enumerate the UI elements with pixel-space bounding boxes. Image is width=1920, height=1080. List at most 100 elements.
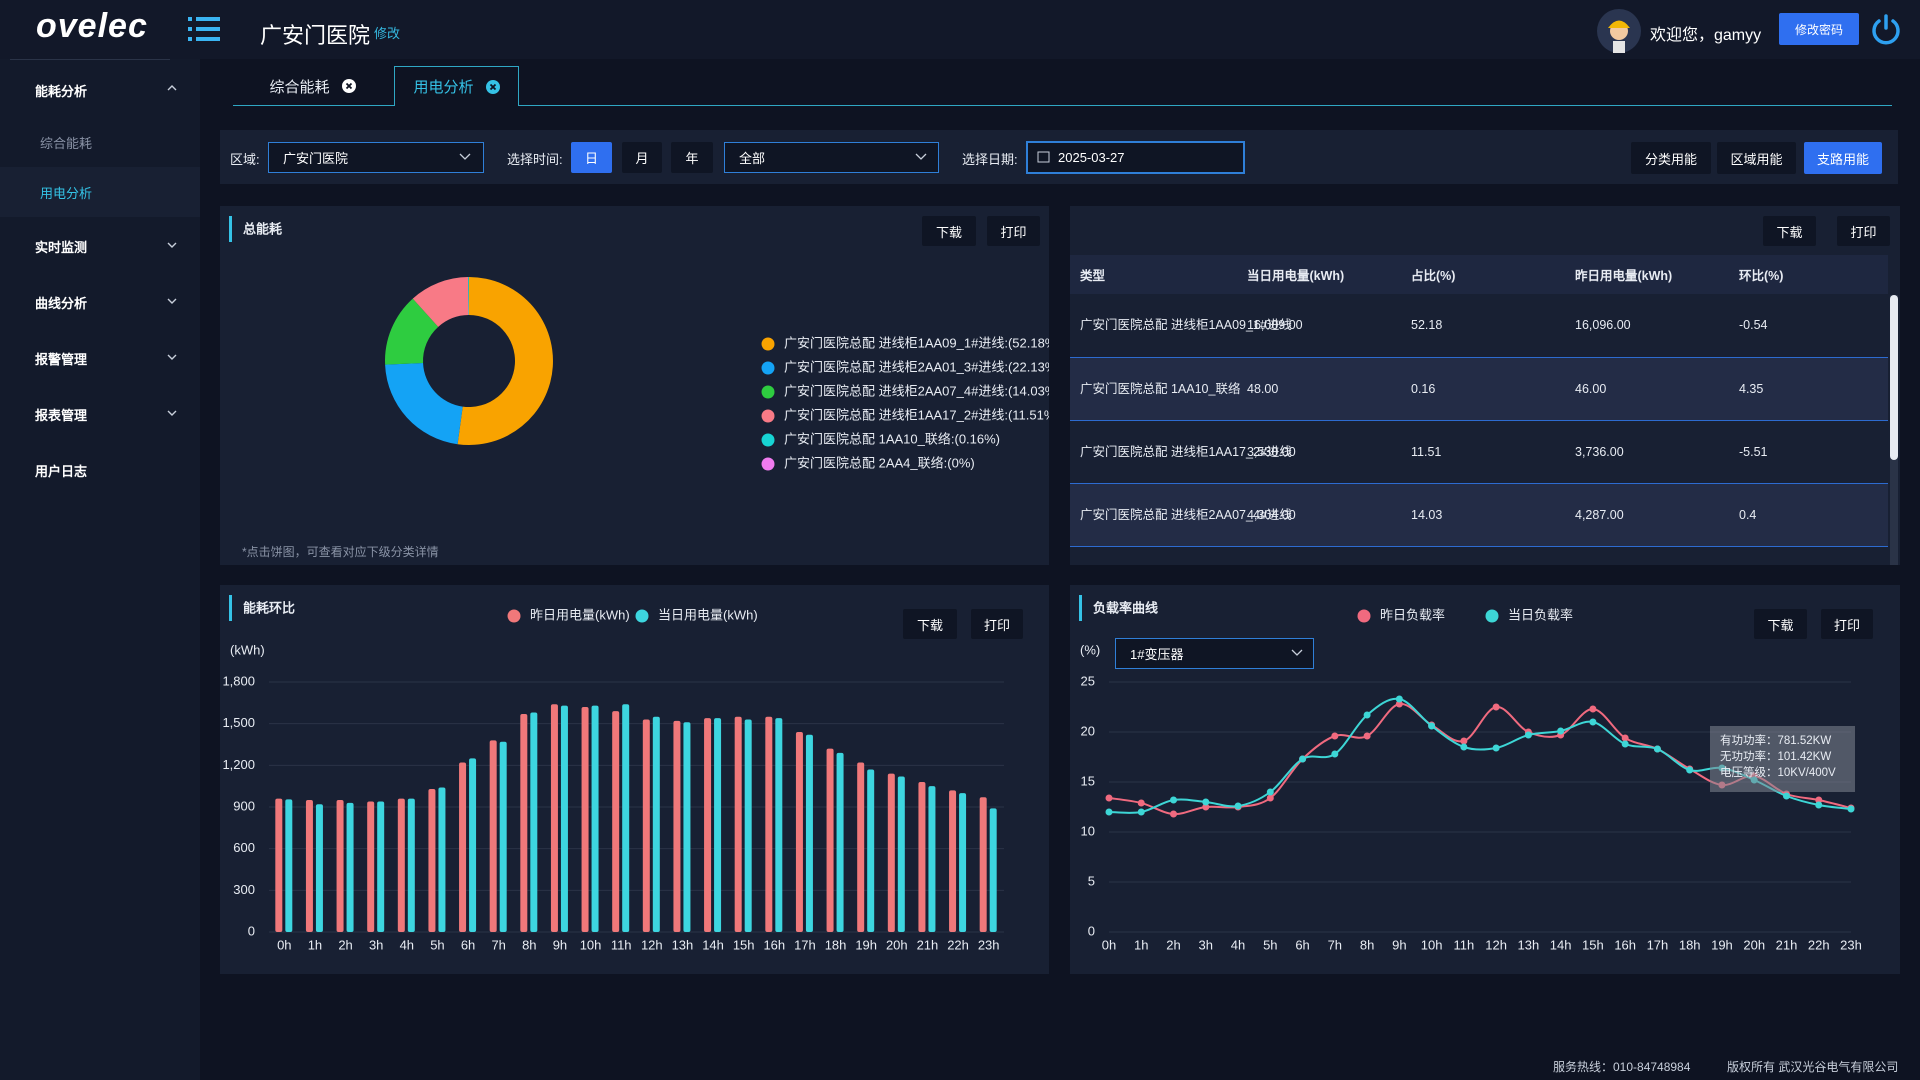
column-header: 当日用电量(kWh) xyxy=(1237,255,1401,294)
bar xyxy=(827,749,834,932)
data-point xyxy=(1138,800,1145,807)
tab-close[interactable] xyxy=(486,80,500,94)
menu-item[interactable]: 报表管理 xyxy=(35,405,87,424)
download-button[interactable]: 下载 xyxy=(922,216,976,246)
data-point xyxy=(1331,733,1338,740)
tooltip: 有功功率：781.52KW 无功功率：101.42KW 电压等级：10KV/40… xyxy=(1710,726,1855,792)
table-row: 广安门医院总配 进线柜2AA07_4#进线4,304.0014.034,287.… xyxy=(1070,483,1888,546)
menu-icon[interactable] xyxy=(188,16,222,42)
x-tick-label: 9h xyxy=(553,937,567,952)
pie-slice xyxy=(385,363,463,444)
data-point xyxy=(1848,806,1855,813)
x-tick-label: 19h xyxy=(1711,937,1733,952)
select-icons xyxy=(220,130,1898,184)
power-icon[interactable] xyxy=(1870,13,1902,45)
x-tick-label: 16h xyxy=(1614,937,1636,952)
submenu-item-active[interactable]: 用电分析 xyxy=(40,183,92,202)
pie-note: *点击饼图，可查看对应下级分类详情 xyxy=(242,543,439,560)
legend-label: 当日用电量(kWh) xyxy=(658,607,758,622)
data-point xyxy=(1299,756,1306,763)
change-password-button[interactable]: 修改密码 xyxy=(1779,13,1859,45)
legend-marker xyxy=(1358,610,1371,623)
y-tick-label: 1,500 xyxy=(222,715,255,730)
download-button[interactable]: 下载 xyxy=(1763,216,1816,246)
table-cell: 广安门医院总配 进线柜2AA07_4#进线 xyxy=(1070,483,1237,546)
table-cell: 4,304.00 xyxy=(1237,483,1401,546)
menu-item[interactable]: 报警管理 xyxy=(35,349,87,368)
legend-label: 昨日负载率 xyxy=(1380,607,1445,622)
scrollbar-thumb[interactable] xyxy=(1890,295,1898,460)
download-button[interactable]: 下载 xyxy=(903,609,957,639)
download-button[interactable]: 下载 xyxy=(1754,609,1807,639)
print-button[interactable]: 打印 xyxy=(1837,216,1890,246)
tab-active[interactable]: 用电分析 xyxy=(394,66,519,106)
print-button[interactable]: 打印 xyxy=(987,216,1040,246)
legend-label: 广安门医院总配 进线柜1AA17_2#进线:(11.51%) xyxy=(784,407,1049,422)
x-tick-label: 20h xyxy=(886,937,908,952)
submenu-item[interactable]: 综合能耗 xyxy=(40,133,92,152)
tab-close[interactable] xyxy=(342,79,356,93)
data-point xyxy=(1364,712,1371,719)
menu-item[interactable]: 实时监测 xyxy=(35,237,87,256)
x-tick-label: 16h xyxy=(763,937,785,952)
bar xyxy=(928,786,935,932)
table-cell: 16,009.00 xyxy=(1237,294,1401,357)
edit-link[interactable]: 修改 xyxy=(374,23,400,42)
avatar[interactable] xyxy=(1597,9,1641,53)
bar xyxy=(438,788,445,932)
bar xyxy=(857,763,864,932)
bar xyxy=(775,718,782,932)
menu-item[interactable]: 能耗分析 xyxy=(35,81,87,100)
table-row: 广安门医院总配 进线柜1AA09_1#进线16,009.0052.1816,09… xyxy=(1070,294,1888,357)
tab-label: 综合能耗 xyxy=(269,76,329,97)
chart-title: 负载率曲线 xyxy=(1093,600,1158,615)
x-tick-label: 13h xyxy=(672,937,694,952)
data-point xyxy=(1460,744,1467,751)
x-tick-label: 21h xyxy=(1776,937,1798,952)
x-tick-label: 10h xyxy=(1421,937,1443,952)
bar xyxy=(367,801,374,932)
bar xyxy=(949,790,956,932)
bar xyxy=(959,793,966,932)
tab-line xyxy=(233,105,394,106)
table-cell: 4.35 xyxy=(1729,357,1888,420)
tab-label: 用电分析 xyxy=(413,76,473,97)
menu-item[interactable]: 曲线分析 xyxy=(35,293,87,312)
x-tick-label: 3h xyxy=(369,937,383,952)
copyright: 版权所有 武汉光谷电气有限公司 xyxy=(1727,1058,1898,1075)
column-header: 昨日用电量(kWh) xyxy=(1565,255,1729,294)
x-tick-label: 0h xyxy=(1102,937,1116,952)
bar xyxy=(377,801,384,932)
table-row: 广安门医院总配 1AA10_联络48.000.1646.004.35 xyxy=(1070,357,1888,420)
legend-marker xyxy=(762,458,775,471)
menu-item[interactable]: 用户日志 xyxy=(35,461,87,480)
print-button[interactable]: 打印 xyxy=(1821,609,1873,639)
data-point xyxy=(1396,696,1403,703)
data-point xyxy=(1202,799,1209,806)
x-tick-label: 22h xyxy=(947,937,969,952)
tab[interactable]: 综合能耗 xyxy=(233,67,392,105)
x-tick-label: 23h xyxy=(1840,937,1862,952)
column-header: 环比(%) xyxy=(1729,255,1888,294)
print-button[interactable]: 打印 xyxy=(971,609,1023,639)
x-tick-label: 9h xyxy=(1392,937,1406,952)
table-cell: 0.4 xyxy=(1729,483,1888,546)
x-tick-label: 5h xyxy=(430,937,444,952)
data-point xyxy=(1525,732,1532,739)
table-cell: 广安门医院总配 1AA10_联络 xyxy=(1070,357,1237,420)
bar xyxy=(888,774,895,932)
bar xyxy=(347,803,354,932)
bar xyxy=(469,758,476,932)
hospital-name: 广安门医院 xyxy=(260,18,370,50)
data-point xyxy=(1267,789,1274,796)
x-tick-label: 6h xyxy=(461,937,475,952)
legend-label: 广安门医院总配 进线柜2AA01_3#进线:(22.13%) xyxy=(784,359,1049,374)
transformer-select[interactable]: 1#变压器 xyxy=(1115,638,1314,669)
title-bar xyxy=(229,216,232,242)
welcome: 欢迎您，gamyy xyxy=(1650,21,1761,45)
legend-label: 广安门医院总配 进线柜2AA07_4#进线:(14.03%) xyxy=(784,383,1049,398)
x-tick-label: 8h xyxy=(522,937,536,952)
table-cell: -0.54 xyxy=(1729,294,1888,357)
top-bar: ovelec 广安门医院 修改 欢迎您，gamyy 修改密码 xyxy=(0,0,1920,59)
tooltip-line: 电压等级：10KV/400V xyxy=(1720,765,1855,781)
